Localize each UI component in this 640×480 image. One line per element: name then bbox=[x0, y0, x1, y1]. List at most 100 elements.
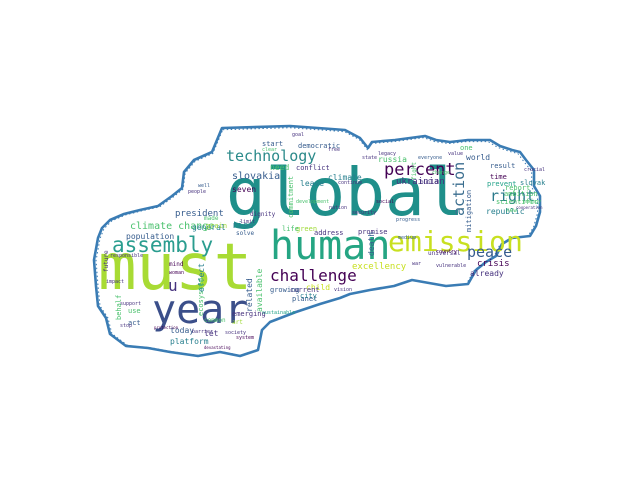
word-vision: vision bbox=[334, 287, 353, 293]
word-percent: percent bbox=[384, 160, 456, 180]
word-climate-change: climate change bbox=[130, 221, 215, 232]
word-use: use bbox=[128, 307, 141, 315]
word-made: made bbox=[204, 215, 219, 222]
word-prevent: prevent bbox=[487, 180, 517, 188]
word-ukrainian: ukrainian bbox=[396, 177, 445, 187]
word-world: world bbox=[466, 153, 491, 162]
word-behalf: behalf bbox=[115, 294, 123, 320]
word-art: art bbox=[232, 319, 243, 326]
word-woman: woman bbox=[169, 270, 185, 276]
word-cooperation: cooperation bbox=[516, 205, 543, 210]
word-universal: universal bbox=[428, 250, 461, 257]
word-commitment: commitment bbox=[287, 175, 295, 218]
word-sustainable: sustainable bbox=[262, 310, 296, 316]
word-city: city bbox=[300, 292, 317, 300]
word-security: security bbox=[352, 210, 377, 216]
word-green: green bbox=[296, 225, 318, 233]
word-war: war bbox=[412, 261, 422, 267]
word-already: already bbox=[470, 269, 504, 278]
word-build: build bbox=[420, 179, 439, 186]
word-today: today bbox=[170, 326, 195, 335]
word-society: society bbox=[225, 330, 247, 336]
word-dignity: dignity bbox=[250, 211, 276, 218]
word-ambition: ambition bbox=[504, 190, 538, 198]
word-result: result bbox=[490, 162, 516, 170]
word-impact: impact bbox=[106, 279, 125, 285]
word-social: social bbox=[376, 199, 395, 205]
word-general: general bbox=[192, 223, 226, 232]
word-legacy: legacy bbox=[378, 151, 397, 157]
word-leave: leave bbox=[300, 179, 325, 188]
word-change: change bbox=[432, 170, 451, 176]
word-goal: goal bbox=[292, 132, 305, 138]
word-value: value bbox=[448, 151, 464, 157]
word-seven: seven bbox=[232, 185, 257, 194]
word-barrier: barrier bbox=[192, 329, 214, 335]
word-crisis: crisis bbox=[477, 259, 510, 269]
word-everyone: everyone bbox=[418, 155, 443, 161]
word-slovak: slovak bbox=[520, 179, 546, 187]
word-report: report bbox=[505, 184, 531, 192]
word-new: new bbox=[506, 207, 517, 214]
word-population: population bbox=[126, 232, 175, 241]
word-current: current bbox=[290, 286, 320, 294]
word-stop: stop bbox=[120, 323, 133, 329]
word-solve: solve bbox=[236, 230, 255, 237]
word-life: life bbox=[282, 225, 299, 233]
word-related: related bbox=[245, 278, 254, 312]
word-ecosystem: ecosystem bbox=[197, 278, 205, 316]
word-assembly: assembly bbox=[112, 233, 214, 257]
word-available: available bbox=[255, 268, 264, 312]
word-death: death bbox=[367, 231, 376, 256]
word-slovakia: slovakia bbox=[232, 171, 281, 182]
word-medium: medium bbox=[398, 235, 417, 241]
word-promise: promise bbox=[358, 228, 388, 236]
word-well: well bbox=[198, 183, 211, 189]
word-development: development bbox=[296, 199, 330, 205]
word-human: human bbox=[270, 223, 391, 269]
word-technology: technology bbox=[226, 147, 317, 165]
word-limit: limit bbox=[240, 219, 256, 225]
word-energy: energy bbox=[523, 199, 542, 205]
word-child: child bbox=[306, 283, 331, 292]
word-scientific: scientific bbox=[496, 198, 539, 206]
word-one: one bbox=[460, 144, 473, 152]
word-excellency: excellency bbox=[352, 262, 407, 272]
word-conflict: conflict bbox=[296, 164, 330, 172]
word-devastating: devastating bbox=[204, 345, 231, 350]
word-free: free bbox=[328, 147, 341, 153]
word-peace: peace bbox=[467, 243, 513, 261]
word-act: act bbox=[128, 319, 141, 327]
word-republic: republic bbox=[486, 207, 525, 216]
word-challenge: challenge bbox=[270, 266, 357, 285]
word-emerging: emerging bbox=[232, 310, 266, 318]
word-support: support bbox=[120, 301, 142, 307]
word-climate: climate bbox=[328, 173, 362, 182]
word-platform: platform bbox=[170, 337, 209, 346]
word-rise: rise bbox=[232, 221, 254, 231]
word-clear: clear bbox=[262, 147, 278, 153]
word-state: state bbox=[362, 155, 378, 161]
word-president: president bbox=[175, 209, 224, 219]
word-address: address bbox=[314, 229, 344, 237]
word-time: time bbox=[490, 173, 507, 181]
word-protection: protection bbox=[154, 325, 179, 330]
word-continue: continue bbox=[338, 180, 363, 186]
word-system: system bbox=[236, 335, 255, 341]
word-responsible: responsible bbox=[110, 253, 144, 259]
word-must: must bbox=[98, 231, 253, 305]
word-russia: russia bbox=[378, 155, 407, 164]
word-mitigation: mitigation bbox=[465, 189, 473, 232]
word-emission: emission bbox=[388, 225, 523, 258]
word-year: year bbox=[152, 287, 249, 333]
word-progress: progress bbox=[396, 217, 421, 223]
word-grain: grain bbox=[206, 222, 228, 230]
word-future: future bbox=[103, 250, 110, 272]
word-mind: mind bbox=[169, 261, 184, 268]
word-people: people bbox=[188, 189, 207, 195]
word-right: right bbox=[490, 187, 536, 205]
word-u: u bbox=[168, 276, 178, 295]
word-let: let bbox=[204, 329, 219, 338]
